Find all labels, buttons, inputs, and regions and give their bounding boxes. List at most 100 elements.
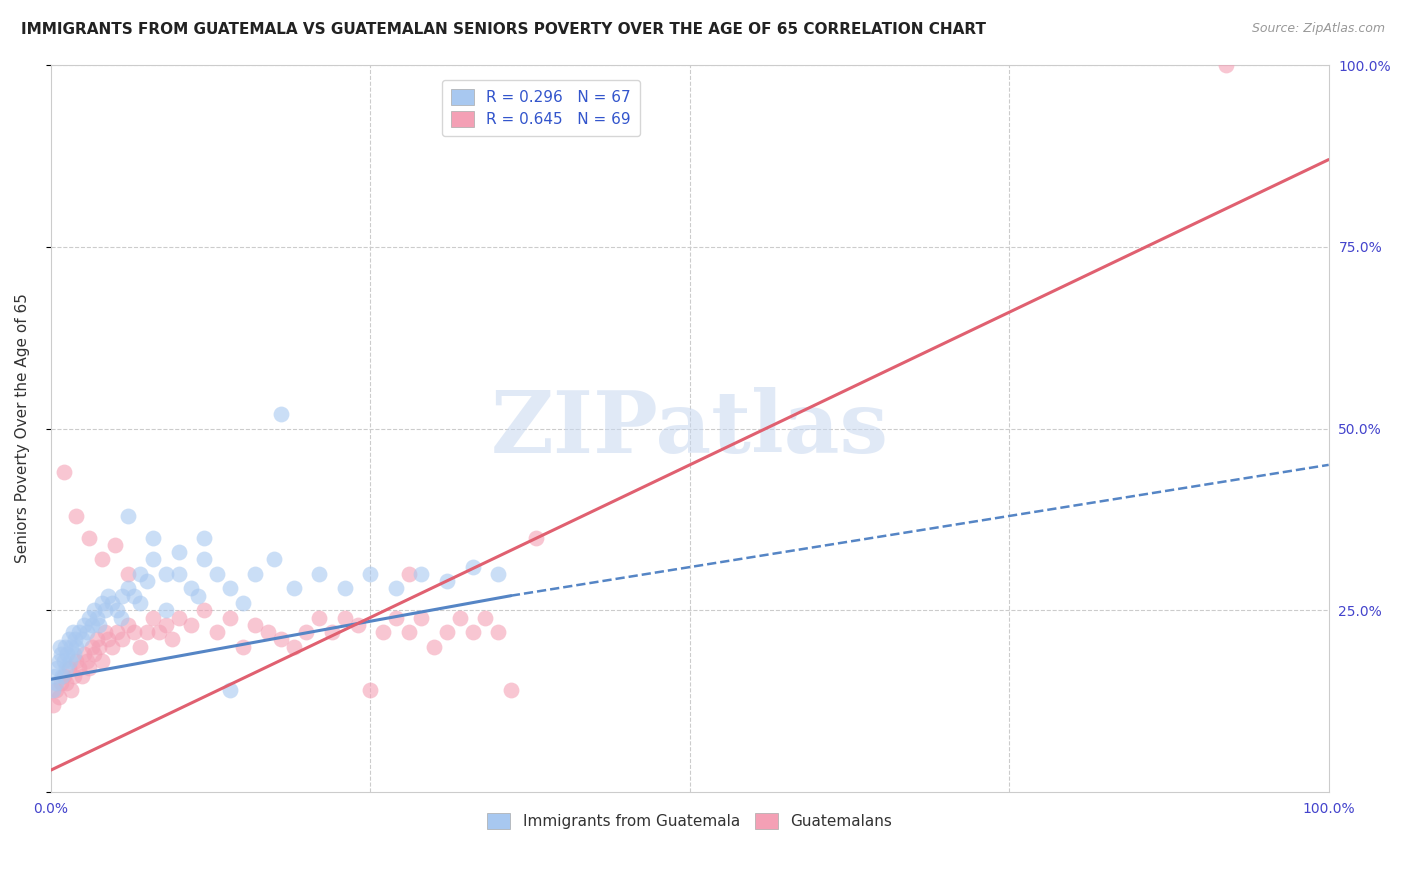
Point: [101, 640, 124, 654]
Point: [135, 625, 157, 640]
Point: [245, 566, 267, 581]
Point: [65, 508, 87, 523]
Point: [436, 574, 458, 589]
Point: [122, 625, 145, 640]
Y-axis label: Seniors Poverty Over the Age of 65: Seniors Poverty Over the Age of 65: [15, 293, 30, 564]
Point: [283, 582, 305, 596]
Point: [52, 654, 75, 668]
Point: [62, 625, 84, 640]
Point: [218, 610, 240, 624]
Text: IMMIGRANTS FROM GUATEMALA VS GUATEMALAN SENIORS POVERTY OVER THE AGE OF 65 CORRE: IMMIGRANTS FROM GUATEMALA VS GUATEMALAN …: [21, 22, 986, 37]
Point: [411, 566, 433, 581]
Point: [193, 552, 215, 566]
Text: Source: ZipAtlas.com: Source: ZipAtlas.com: [1251, 22, 1385, 36]
Point: [180, 582, 202, 596]
Point: [263, 552, 285, 566]
Point: [283, 640, 305, 654]
Point: [89, 617, 111, 632]
Point: [142, 610, 165, 624]
Point: [49, 676, 72, 690]
Text: ZIPatlas: ZIPatlas: [491, 386, 889, 471]
Point: [67, 661, 90, 675]
Point: [449, 610, 471, 624]
Point: [63, 632, 86, 647]
Point: [333, 582, 356, 596]
Point: [70, 668, 93, 682]
Point: [51, 668, 73, 682]
Point: [60, 683, 83, 698]
Point: [346, 617, 368, 632]
Point: [91, 552, 114, 566]
Point: [333, 610, 356, 624]
Point: [371, 625, 394, 640]
Point: [486, 625, 509, 640]
Point: [205, 566, 228, 581]
Point: [65, 654, 87, 668]
Point: [117, 508, 139, 523]
Point: [80, 640, 103, 654]
Point: [142, 531, 165, 545]
Point: [231, 640, 253, 654]
Point: [59, 654, 82, 668]
Point: [110, 610, 132, 624]
Point: [77, 610, 100, 624]
Point: [63, 668, 86, 682]
Point: [155, 617, 177, 632]
Point: [135, 574, 157, 589]
Point: [67, 625, 90, 640]
Point: [91, 654, 114, 668]
Point: [148, 625, 170, 640]
Point: [270, 632, 292, 647]
Point: [117, 582, 139, 596]
Point: [58, 661, 80, 675]
Point: [398, 625, 420, 640]
Point: [1215, 58, 1237, 72]
Point: [180, 617, 202, 632]
Point: [42, 683, 65, 698]
Point: [101, 596, 124, 610]
Point: [49, 647, 72, 661]
Point: [45, 683, 67, 698]
Point: [359, 566, 381, 581]
Point: [111, 632, 134, 647]
Point: [474, 610, 496, 624]
Point: [60, 640, 83, 654]
Point: [193, 603, 215, 617]
Point: [91, 596, 114, 610]
Point: [52, 465, 75, 479]
Point: [83, 647, 105, 661]
Point: [111, 589, 134, 603]
Point: [55, 661, 77, 675]
Point: [48, 654, 70, 668]
Point: [76, 654, 98, 668]
Point: [65, 640, 87, 654]
Point: [122, 589, 145, 603]
Point: [105, 625, 128, 640]
Point: [52, 668, 75, 682]
Point: [245, 617, 267, 632]
Point: [160, 632, 183, 647]
Point: [385, 582, 408, 596]
Point: [93, 603, 115, 617]
Point: [129, 566, 152, 581]
Point: [48, 690, 70, 705]
Point: [167, 545, 190, 559]
Point: [55, 676, 77, 690]
Point: [205, 625, 228, 640]
Point: [142, 552, 165, 566]
Point: [46, 661, 69, 675]
Point: [45, 676, 67, 690]
Point: [129, 640, 152, 654]
Point: [86, 632, 108, 647]
Point: [423, 640, 446, 654]
Point: [77, 531, 100, 545]
Point: [231, 596, 253, 610]
Point: [105, 603, 128, 617]
Point: [73, 647, 96, 661]
Point: [73, 617, 96, 632]
Point: [104, 538, 127, 552]
Point: [89, 640, 111, 654]
Point: [86, 610, 108, 624]
Point: [53, 640, 76, 654]
Point: [83, 603, 105, 617]
